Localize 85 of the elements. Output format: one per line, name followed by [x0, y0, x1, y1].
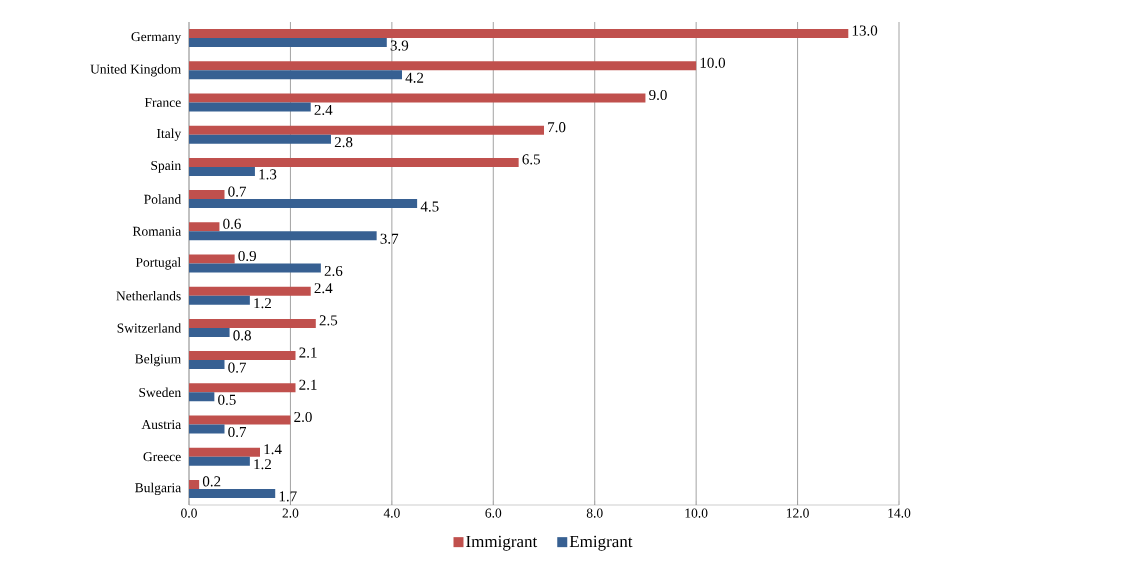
data-label: 1.2: [254, 459, 271, 470]
x-tick-label: 0.0: [181, 508, 197, 518]
data-label: 1.4: [264, 444, 282, 455]
data-label: 0.9: [238, 250, 256, 262]
data-label: 3.7: [380, 233, 399, 244]
y-tick-label: Spain: [151, 161, 181, 173]
bar: [189, 38, 387, 48]
data-label: 1.2: [254, 298, 271, 309]
bar: [189, 199, 418, 209]
data-label: 2.1: [299, 379, 317, 390]
bar: [189, 424, 225, 434]
x-tick-label: 14.0: [888, 508, 911, 518]
data-label: 2.4: [314, 104, 333, 116]
bar: [189, 318, 316, 328]
bar: [189, 488, 276, 498]
data-label: 9.0: [649, 89, 667, 101]
y-tick-label: Bulgaria: [135, 482, 182, 496]
data-label: 0.5: [218, 394, 236, 405]
data-label: 2.0: [294, 411, 312, 423]
x-tick-label: 2.0: [282, 508, 299, 518]
bar: [189, 93, 646, 103]
bar: [189, 479, 200, 489]
data-label: 0.8: [233, 330, 251, 341]
data-label: 4.2: [405, 72, 424, 83]
bar: [189, 392, 215, 402]
bar: [189, 222, 220, 232]
bar: [189, 383, 296, 393]
bar: [189, 125, 545, 135]
bar: [189, 29, 849, 39]
data-label: 0.7: [228, 426, 247, 438]
y-tick-label: Netherlands: [116, 290, 181, 301]
legend-label: Immigrant: [466, 535, 538, 551]
bar: [189, 351, 296, 361]
bar: [189, 447, 260, 457]
data-label: 2.6: [324, 265, 343, 277]
data-label: 2.1: [299, 347, 317, 358]
x-tick-label: 4.0: [383, 508, 400, 518]
data-label: 2.5: [319, 315, 338, 326]
bar: [189, 327, 230, 337]
y-tick-label: United Kingdom: [90, 64, 181, 77]
bar: [189, 295, 250, 305]
bar: [189, 157, 519, 167]
y-tick-label: France: [144, 98, 181, 107]
y-tick-label: Germany: [131, 32, 182, 45]
data-label: 0.2: [202, 476, 221, 487]
x-tick-label: 8.0: [586, 508, 603, 518]
data-label: 3.9: [390, 40, 409, 51]
y-tick-label: Switzerland: [117, 323, 182, 333]
y-tick-label: Italy: [156, 128, 182, 141]
data-label: 2.4: [314, 283, 333, 294]
x-tick-label: 12.0: [786, 508, 809, 518]
y-tick-label: Greece: [143, 452, 181, 462]
data-label: 13.0: [852, 25, 878, 36]
y-tick-label: Sweden: [139, 387, 181, 398]
y-tick-label: Austria: [141, 419, 182, 430]
data-label: 2.8: [334, 137, 353, 148]
bar: [189, 231, 377, 241]
legend-label: Emigrant: [569, 535, 633, 551]
bar: [189, 415, 291, 425]
bar: [189, 254, 235, 264]
bar: [189, 263, 321, 273]
bar: [189, 190, 225, 200]
x-tick-label: 10.0: [685, 508, 708, 518]
bar: [189, 286, 311, 296]
y-tick-label: Portugal: [135, 257, 181, 270]
y-tick-label: Belgium: [135, 353, 181, 367]
data-label: 0.6: [223, 218, 241, 229]
bar: [189, 456, 250, 466]
x-tick-label: 6.0: [485, 508, 502, 518]
data-label: 1.7: [279, 491, 297, 502]
y-tick-label: Romania: [132, 226, 182, 236]
bar: [189, 102, 311, 112]
y-tick-label: Poland: [144, 194, 182, 204]
data-label: 4.5: [420, 201, 439, 212]
data-label: 0.7: [228, 362, 247, 373]
data-label: 0.7: [228, 186, 247, 197]
data-label: 6.5: [522, 154, 541, 165]
data-label: 1.3: [259, 169, 277, 180]
bar: [189, 70, 402, 80]
data-label: 10.0: [700, 57, 726, 68]
bar: [189, 166, 255, 176]
bar: [189, 134, 331, 144]
data-label: 7.0: [548, 122, 566, 133]
bar: [189, 61, 697, 71]
bar: [189, 360, 225, 370]
